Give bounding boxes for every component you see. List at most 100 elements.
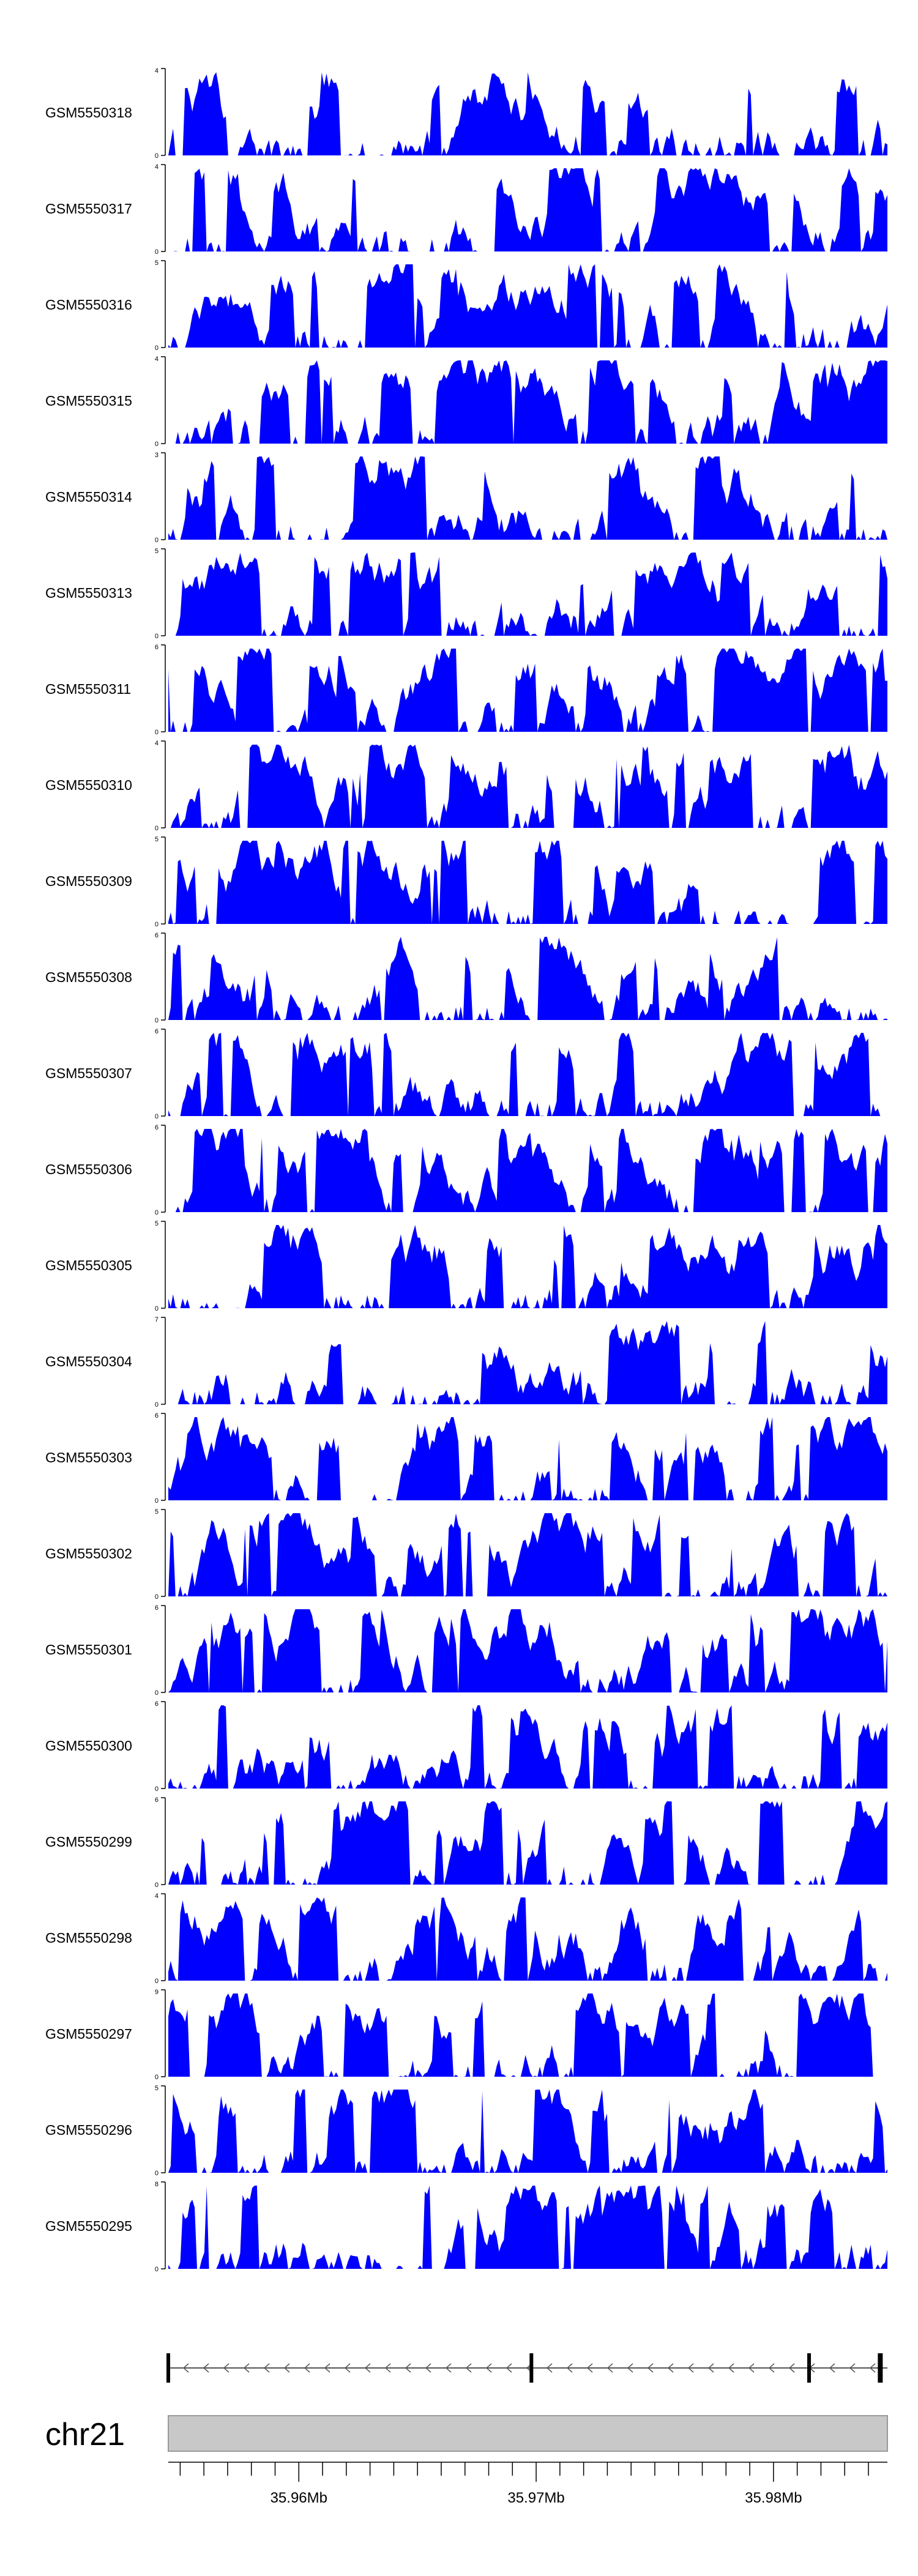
- track-ymax-label: 6: [155, 1796, 159, 1804]
- track-ymin-label: 0: [155, 1209, 159, 1216]
- x-axis-tick-label: 35.97Mb: [507, 2490, 564, 2506]
- coverage-area: [168, 264, 887, 348]
- strand-arrow: [667, 2363, 674, 2373]
- strand-arrow: [748, 2363, 755, 2373]
- strand-arrow: [687, 2363, 694, 2373]
- coverage-area: [168, 1705, 887, 1789]
- track-ymax-label: 4: [155, 1893, 159, 1900]
- track-GSM5550309: GSM5550309 5 0: [45, 836, 887, 928]
- track-GSM5550317: GSM5550317 4 0: [45, 163, 887, 256]
- strand-arrow: [647, 2363, 654, 2373]
- track-ymax-label: 5: [155, 2085, 159, 2092]
- strand-arrow: [627, 2363, 633, 2373]
- strand-arrow: [445, 2363, 452, 2373]
- track-ymax-label: 5: [155, 548, 159, 555]
- track-ymax-label: 6: [155, 1028, 159, 1035]
- track-label: GSM5550302: [45, 1546, 132, 1562]
- track-label: GSM5550298: [45, 1930, 132, 1946]
- strand-arrow: [243, 2363, 250, 2373]
- track-ymax-label: 4: [155, 67, 159, 75]
- coverage-area: [168, 1609, 887, 1692]
- track-label: GSM5550306: [45, 1161, 132, 1177]
- track-ymax-label: 6: [155, 1124, 159, 1131]
- strand-arrow: [586, 2363, 593, 2373]
- chromosome-label: chr21: [45, 2417, 125, 2452]
- strand-arrow: [506, 2363, 512, 2373]
- track-ymin-label: 0: [155, 248, 159, 256]
- coverage-area: [168, 2090, 887, 2173]
- strand-arrow: [324, 2363, 330, 2373]
- track-GSM5550310: GSM5550310 4 0: [45, 740, 887, 832]
- strand-arrow: [707, 2363, 714, 2373]
- strand-arrow: [425, 2363, 431, 2373]
- track-label: GSM5550301: [45, 1642, 132, 1658]
- coverage-area: [168, 1417, 887, 1500]
- track-ymax-label: 4: [155, 163, 159, 171]
- coverage-area: [168, 2186, 887, 2269]
- track-ymin-label: 0: [155, 1017, 159, 1024]
- strand-arrow: [384, 2363, 391, 2373]
- coverage-area: [168, 168, 887, 251]
- strand-arrow: [203, 2363, 209, 2373]
- ideogram-bar: [168, 2415, 888, 2452]
- exon-mark: [166, 2353, 170, 2383]
- track-GSM5550307: GSM5550307 6 0: [45, 1028, 887, 1120]
- track-GSM5550298: GSM5550298 4 0: [45, 1893, 887, 1985]
- track-ymin-label: 0: [155, 441, 159, 448]
- track-ymin-label: 0: [155, 1593, 159, 1601]
- strand-arrow: [485, 2363, 492, 2373]
- track-ymin-label: 0: [155, 1497, 159, 1505]
- track-ymin-label: 0: [155, 1978, 159, 1985]
- track-GSM5550315: GSM5550315 4 0: [45, 356, 887, 448]
- track-ymin-label: 0: [155, 1785, 159, 1793]
- track-label: GSM5550303: [45, 1450, 132, 1465]
- track-GSM5550318: GSM5550318 4 0: [45, 67, 887, 160]
- coverage-area: [168, 1513, 887, 1596]
- track-GSM5550316: GSM5550316 5 0: [45, 259, 887, 352]
- strand-arrow: [788, 2363, 795, 2373]
- strand-arrow: [768, 2363, 775, 2373]
- track-label: GSM5550307: [45, 1065, 132, 1081]
- coverage-area: [168, 649, 887, 732]
- track-ymin-label: 0: [155, 2170, 159, 2177]
- track-GSM5550297: GSM5550297 9 0: [45, 1989, 887, 2081]
- track-ymin-label: 0: [155, 1113, 159, 1120]
- strand-arrow: [182, 2363, 189, 2373]
- coverage-area: [168, 553, 887, 636]
- exon-mark: [807, 2353, 812, 2383]
- track-label: GSM5550304: [45, 1353, 132, 1369]
- coverage-area: [168, 360, 887, 444]
- strand-arrow: [344, 2363, 351, 2373]
- track-label: GSM5550315: [45, 393, 132, 409]
- track-ymax-label: 6: [155, 644, 159, 651]
- track-GSM5550308: GSM5550308 6 0: [45, 932, 887, 1024]
- track-GSM5550313: GSM5550313 5 0: [45, 548, 887, 640]
- track-label: GSM5550300: [45, 1738, 132, 1754]
- track-label: GSM5550296: [45, 2122, 132, 2138]
- track-ymax-label: 7: [155, 1316, 159, 1323]
- strand-arrow: [829, 2363, 835, 2373]
- track-ymax-label: 5: [155, 1508, 159, 1516]
- coverage-area: [168, 1897, 887, 1981]
- track-GSM5550299: GSM5550299 6 0: [45, 1796, 887, 1889]
- track-ymax-label: 5: [155, 1220, 159, 1227]
- strand-arrow: [223, 2363, 230, 2373]
- strand-arrow: [405, 2363, 411, 2373]
- genomic-x-axis: 35.96Mb 35.97Mb 35.98Mb: [168, 2462, 887, 2506]
- track-ymin-label: 0: [155, 1305, 159, 1312]
- track-GSM5550314: GSM5550314 3 0: [45, 452, 887, 544]
- track-GSM5550303: GSM5550303 6 0: [45, 1412, 887, 1505]
- track-ymax-label: 4: [155, 356, 159, 363]
- coverage-area: [168, 1321, 887, 1404]
- track-GSM5550296: GSM5550296 5 0: [45, 2085, 887, 2177]
- strand-arrow: [566, 2363, 573, 2373]
- track-ymax-label: 8: [155, 2181, 159, 2188]
- strand-arrow: [606, 2363, 613, 2373]
- strand-arrow: [849, 2363, 856, 2373]
- track-GSM5550311: GSM5550311 6 0: [45, 644, 887, 736]
- track-GSM5550301: GSM5550301 6 0: [45, 1604, 887, 1697]
- strand-arrow: [364, 2363, 371, 2373]
- coverage-area: [168, 1801, 887, 1885]
- coverage-area: [168, 1033, 887, 1116]
